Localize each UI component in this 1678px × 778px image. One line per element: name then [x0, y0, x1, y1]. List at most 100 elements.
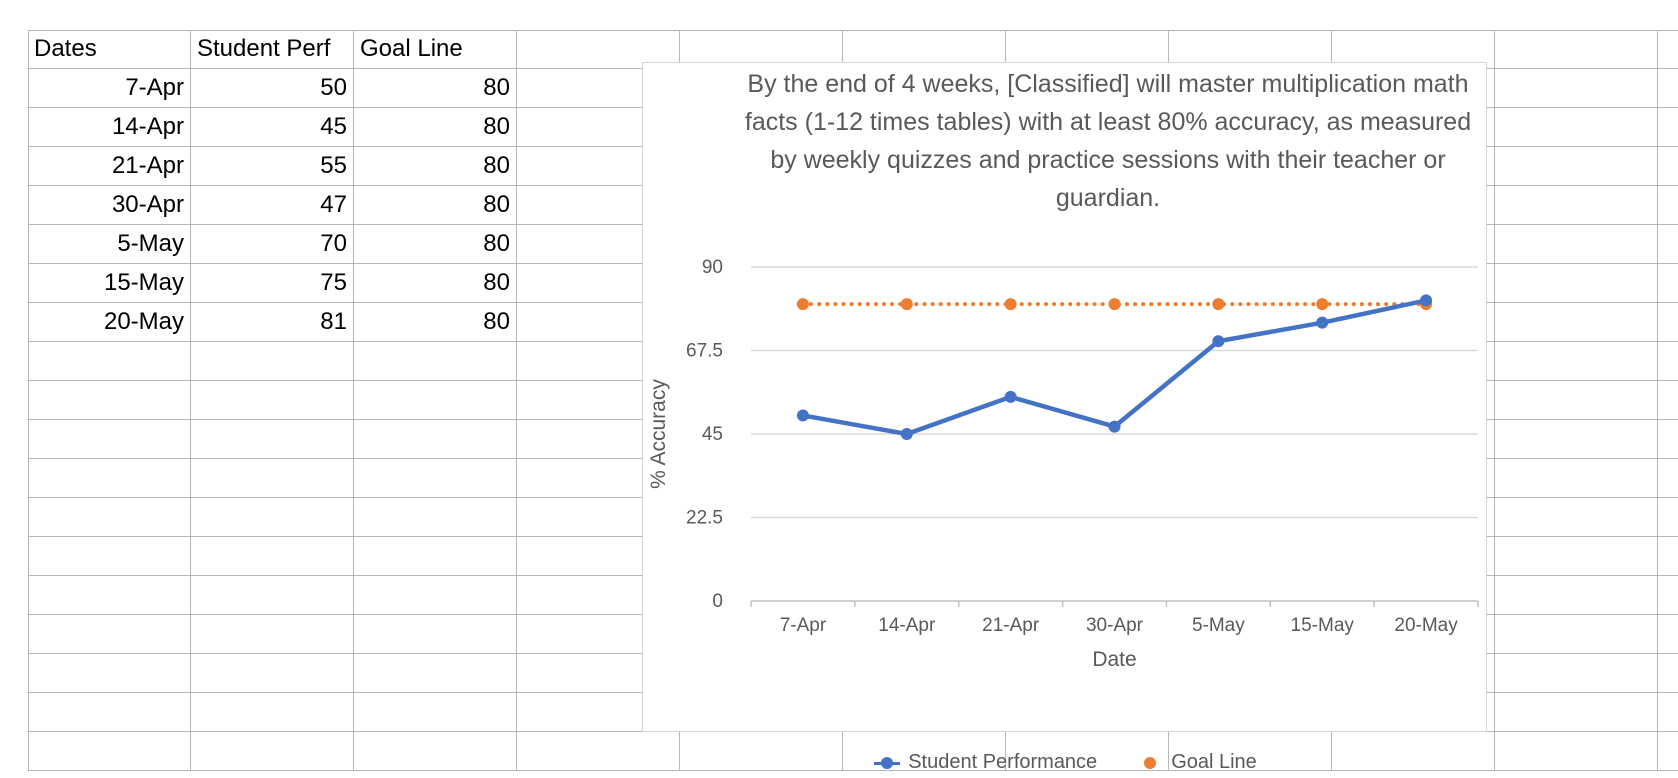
empty-cell[interactable]	[1658, 264, 1678, 303]
empty-cell[interactable]	[1658, 303, 1678, 342]
header-cell[interactable]: Student Perf	[191, 30, 354, 69]
goal-cell[interactable]: 80	[354, 147, 517, 186]
performance-cell[interactable]: 50	[191, 69, 354, 108]
empty-cell[interactable]	[354, 615, 517, 654]
empty-cell[interactable]	[191, 732, 354, 771]
empty-cell[interactable]	[1658, 381, 1678, 420]
empty-cell[interactable]	[354, 576, 517, 615]
empty-cell[interactable]	[191, 381, 354, 420]
empty-cell[interactable]	[28, 459, 191, 498]
empty-cell[interactable]	[1495, 381, 1658, 420]
empty-cell[interactable]	[1658, 69, 1678, 108]
goal-cell[interactable]: 80	[354, 303, 517, 342]
performance-cell[interactable]: 47	[191, 186, 354, 225]
empty-cell[interactable]	[191, 654, 354, 693]
empty-cell[interactable]	[354, 342, 517, 381]
empty-cell[interactable]	[1658, 459, 1678, 498]
empty-cell[interactable]	[1495, 459, 1658, 498]
empty-cell[interactable]	[28, 732, 191, 771]
empty-cell[interactable]	[354, 459, 517, 498]
date-cell[interactable]: 15-May	[28, 264, 191, 303]
empty-cell[interactable]	[1658, 342, 1678, 381]
empty-cell[interactable]	[354, 654, 517, 693]
empty-cell[interactable]	[1495, 303, 1658, 342]
empty-cell[interactable]	[1495, 264, 1658, 303]
data-point	[1316, 298, 1328, 310]
empty-cell[interactable]	[1495, 576, 1658, 615]
performance-cell[interactable]: 55	[191, 147, 354, 186]
empty-cell[interactable]	[1495, 693, 1658, 732]
empty-cell[interactable]	[1658, 654, 1678, 693]
empty-cell[interactable]	[191, 420, 354, 459]
empty-cell[interactable]	[1495, 732, 1658, 771]
empty-cell[interactable]	[28, 576, 191, 615]
empty-cell[interactable]	[1658, 108, 1678, 147]
empty-cell[interactable]	[28, 498, 191, 537]
performance-cell[interactable]: 45	[191, 108, 354, 147]
header-cell[interactable]: Dates	[28, 30, 191, 69]
empty-cell[interactable]	[1658, 420, 1678, 459]
empty-cell[interactable]	[1495, 342, 1658, 381]
empty-cell[interactable]	[28, 693, 191, 732]
empty-cell[interactable]	[354, 732, 517, 771]
empty-cell[interactable]	[191, 615, 354, 654]
empty-cell[interactable]	[1495, 537, 1658, 576]
empty-cell[interactable]	[28, 381, 191, 420]
legend-item: Student Performance	[874, 751, 1097, 774]
empty-cell[interactable]	[191, 342, 354, 381]
empty-cell[interactable]	[354, 498, 517, 537]
empty-cell[interactable]	[1495, 108, 1658, 147]
empty-cell[interactable]	[1658, 30, 1678, 69]
date-cell[interactable]: 5-May	[28, 225, 191, 264]
empty-cell[interactable]	[191, 459, 354, 498]
goal-cell[interactable]: 80	[354, 264, 517, 303]
empty-cell[interactable]	[1658, 498, 1678, 537]
empty-cell[interactable]	[1658, 537, 1678, 576]
empty-cell[interactable]	[28, 342, 191, 381]
empty-cell[interactable]	[28, 654, 191, 693]
performance-cell[interactable]: 70	[191, 225, 354, 264]
goal-cell[interactable]: 80	[354, 108, 517, 147]
empty-cell[interactable]	[28, 420, 191, 459]
goal-cell[interactable]: 80	[354, 69, 517, 108]
empty-cell[interactable]	[1658, 693, 1678, 732]
line-chart[interactable]: By the end of 4 weeks, [Classified] will…	[642, 62, 1487, 732]
empty-cell[interactable]	[28, 537, 191, 576]
date-cell[interactable]: 21-Apr	[28, 147, 191, 186]
empty-cell[interactable]	[1495, 420, 1658, 459]
empty-cell[interactable]	[1658, 576, 1678, 615]
date-cell[interactable]: 14-Apr	[28, 108, 191, 147]
date-cell[interactable]: 7-Apr	[28, 69, 191, 108]
header-cell[interactable]: Goal Line	[354, 30, 517, 69]
empty-cell[interactable]	[1495, 186, 1658, 225]
empty-cell[interactable]	[1495, 69, 1658, 108]
empty-cell[interactable]	[1495, 498, 1658, 537]
empty-cell[interactable]	[191, 498, 354, 537]
empty-cell[interactable]	[191, 537, 354, 576]
data-point	[1212, 335, 1224, 347]
data-point	[1212, 298, 1224, 310]
performance-cell[interactable]: 81	[191, 303, 354, 342]
goal-cell[interactable]: 80	[354, 225, 517, 264]
goal-cell[interactable]: 80	[354, 186, 517, 225]
empty-cell[interactable]	[1495, 225, 1658, 264]
empty-cell[interactable]	[28, 615, 191, 654]
performance-cell[interactable]: 75	[191, 264, 354, 303]
empty-cell[interactable]	[1658, 186, 1678, 225]
empty-cell[interactable]	[191, 693, 354, 732]
date-cell[interactable]: 20-May	[28, 303, 191, 342]
empty-cell[interactable]	[354, 420, 517, 459]
empty-cell[interactable]	[1658, 147, 1678, 186]
empty-cell[interactable]	[1495, 615, 1658, 654]
empty-cell[interactable]	[1495, 147, 1658, 186]
empty-cell[interactable]	[354, 537, 517, 576]
empty-cell[interactable]	[1495, 654, 1658, 693]
empty-cell[interactable]	[1495, 30, 1658, 69]
empty-cell[interactable]	[191, 576, 354, 615]
empty-cell[interactable]	[354, 381, 517, 420]
empty-cell[interactable]	[1658, 615, 1678, 654]
empty-cell[interactable]	[354, 693, 517, 732]
empty-cell[interactable]	[1658, 225, 1678, 264]
empty-cell[interactable]	[1658, 732, 1678, 771]
date-cell[interactable]: 30-Apr	[28, 186, 191, 225]
